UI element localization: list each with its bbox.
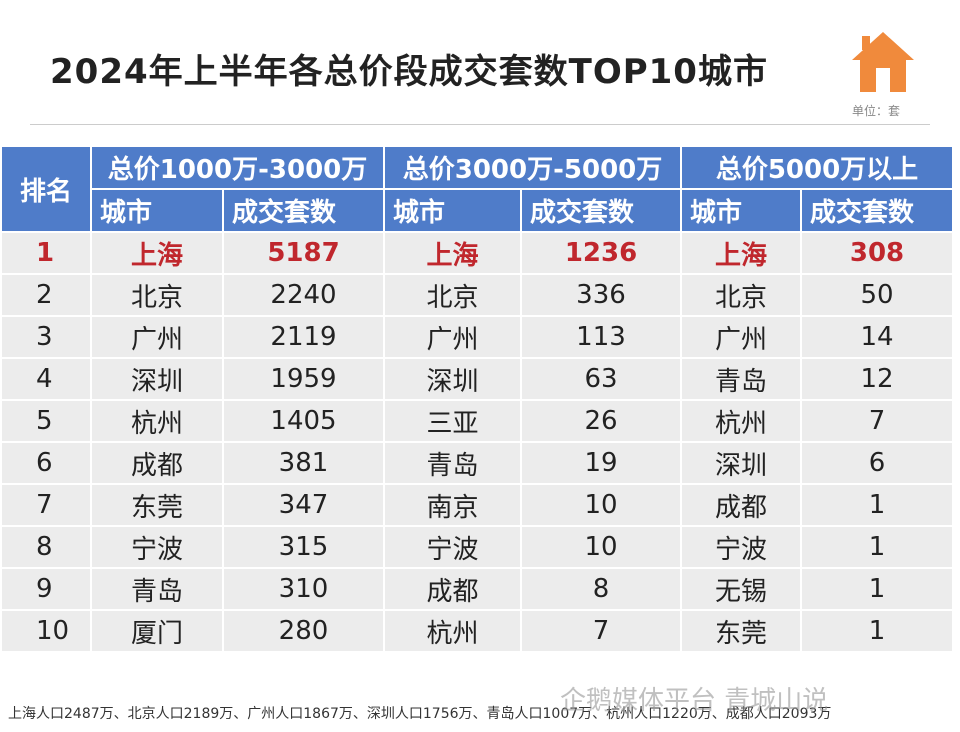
count-cell: 336: [520, 273, 682, 317]
watermark: 企鹅媒体平台 青城山说: [560, 686, 829, 716]
city-cell: 南京: [383, 483, 522, 527]
column-header: 成交套数: [222, 188, 385, 233]
city-cell: 杭州: [680, 399, 802, 443]
house-icon: [852, 32, 914, 92]
city-cell: 广州: [383, 315, 522, 359]
rank-cell: 9: [0, 567, 92, 611]
city-cell: 北京: [383, 273, 522, 317]
city-cell: 北京: [90, 273, 224, 317]
count-cell: 63: [520, 357, 682, 401]
count-cell: 5187: [222, 231, 385, 275]
city-cell: 无锡: [680, 567, 802, 611]
group-header: 总价3000万-5000万: [383, 145, 682, 190]
rank-header: 排名: [0, 145, 92, 233]
count-cell: 1405: [222, 399, 385, 443]
count-cell: 26: [520, 399, 682, 443]
table-row: 6 成都 381 青岛 19 深圳 6: [0, 441, 954, 485]
rank-cell: 5: [0, 399, 92, 443]
city-cell: 宁波: [680, 525, 802, 569]
city-cell: 青岛: [90, 567, 224, 611]
count-cell: 310: [222, 567, 385, 611]
city-cell: 东莞: [90, 483, 224, 527]
count-cell: 14: [800, 315, 954, 359]
column-header: 成交套数: [520, 188, 682, 233]
count-cell: 315: [222, 525, 385, 569]
count-cell: 280: [222, 609, 385, 653]
city-cell: 三亚: [383, 399, 522, 443]
footnote: 上海人口2487万、北京人口2189万、广州人口1867万、深圳人口1756万、…: [8, 706, 832, 722]
count-cell: 1: [800, 525, 954, 569]
rank-cell: 2: [0, 273, 92, 317]
count-cell: 12: [800, 357, 954, 401]
unit-label: 单位：套: [852, 104, 901, 118]
count-cell: 10: [520, 525, 682, 569]
count-cell: 7: [800, 399, 954, 443]
city-cell: 上海: [90, 231, 224, 275]
count-cell: 1: [800, 609, 954, 653]
city-cell: 上海: [383, 231, 522, 275]
count-cell: 2119: [222, 315, 385, 359]
table-row: 5 杭州 1405 三亚 26 杭州 7: [0, 399, 954, 443]
city-cell: 广州: [680, 315, 802, 359]
ranking-table: 排名 总价1000万-3000万 总价3000万-5000万 总价5000万以上…: [0, 145, 954, 653]
city-cell: 杭州: [90, 399, 224, 443]
rank-cell: 8: [0, 525, 92, 569]
rank-cell: 7: [0, 483, 92, 527]
column-header: 城市: [90, 188, 224, 233]
city-cell: 青岛: [383, 441, 522, 485]
table-row: 8 宁波 315 宁波 10 宁波 1: [0, 525, 954, 569]
count-cell: 1: [800, 483, 954, 527]
group-header: 总价1000万-3000万: [90, 145, 385, 190]
table-row: 7 东莞 347 南京 10 成都 1: [0, 483, 954, 527]
city-cell: 厦门: [90, 609, 224, 653]
city-cell: 成都: [383, 567, 522, 611]
count-cell: 7: [520, 609, 682, 653]
city-cell: 宁波: [383, 525, 522, 569]
city-cell: 深圳: [383, 357, 522, 401]
city-cell: 成都: [680, 483, 802, 527]
count-cell: 113: [520, 315, 682, 359]
rank-cell: 3: [0, 315, 92, 359]
city-cell: 青岛: [680, 357, 802, 401]
count-cell: 2240: [222, 273, 385, 317]
city-cell: 深圳: [90, 357, 224, 401]
rank-cell: 4: [0, 357, 92, 401]
group-header: 总价5000万以上: [680, 145, 954, 190]
count-cell: 6: [800, 441, 954, 485]
city-cell: 杭州: [383, 609, 522, 653]
column-header: 成交套数: [800, 188, 954, 233]
city-cell: 成都: [90, 441, 224, 485]
count-cell: 8: [520, 567, 682, 611]
title: 2024年上半年各总价段成交套数TOP10城市: [50, 52, 768, 92]
city-cell: 北京: [680, 273, 802, 317]
column-header: 城市: [680, 188, 802, 233]
table-row: 1 上海 5187 上海 1236 上海 308: [0, 231, 954, 275]
city-cell: 宁波: [90, 525, 224, 569]
city-cell: 上海: [680, 231, 802, 275]
count-cell: 347: [222, 483, 385, 527]
table-row: 4 深圳 1959 深圳 63 青岛 12: [0, 357, 954, 401]
table-row: 2 北京 2240 北京 336 北京 50: [0, 273, 954, 317]
city-cell: 广州: [90, 315, 224, 359]
count-cell: 1236: [520, 231, 682, 275]
table-row: 3 广州 2119 广州 113 广州 14: [0, 315, 954, 359]
rank-cell: 1: [0, 231, 92, 275]
city-cell: 东莞: [680, 609, 802, 653]
count-cell: 1959: [222, 357, 385, 401]
count-cell: 19: [520, 441, 682, 485]
column-header: 城市: [383, 188, 522, 233]
count-cell: 308: [800, 231, 954, 275]
count-cell: 50: [800, 273, 954, 317]
table-row: 10 厦门 280 杭州 7 东莞 1: [0, 609, 954, 653]
rank-cell: 10: [0, 609, 92, 653]
table-row: 9 青岛 310 成都 8 无锡 1: [0, 567, 954, 611]
rank-cell: 6: [0, 441, 92, 485]
divider: [30, 124, 930, 125]
count-cell: 381: [222, 441, 385, 485]
city-cell: 深圳: [680, 441, 802, 485]
count-cell: 10: [520, 483, 682, 527]
count-cell: 1: [800, 567, 954, 611]
